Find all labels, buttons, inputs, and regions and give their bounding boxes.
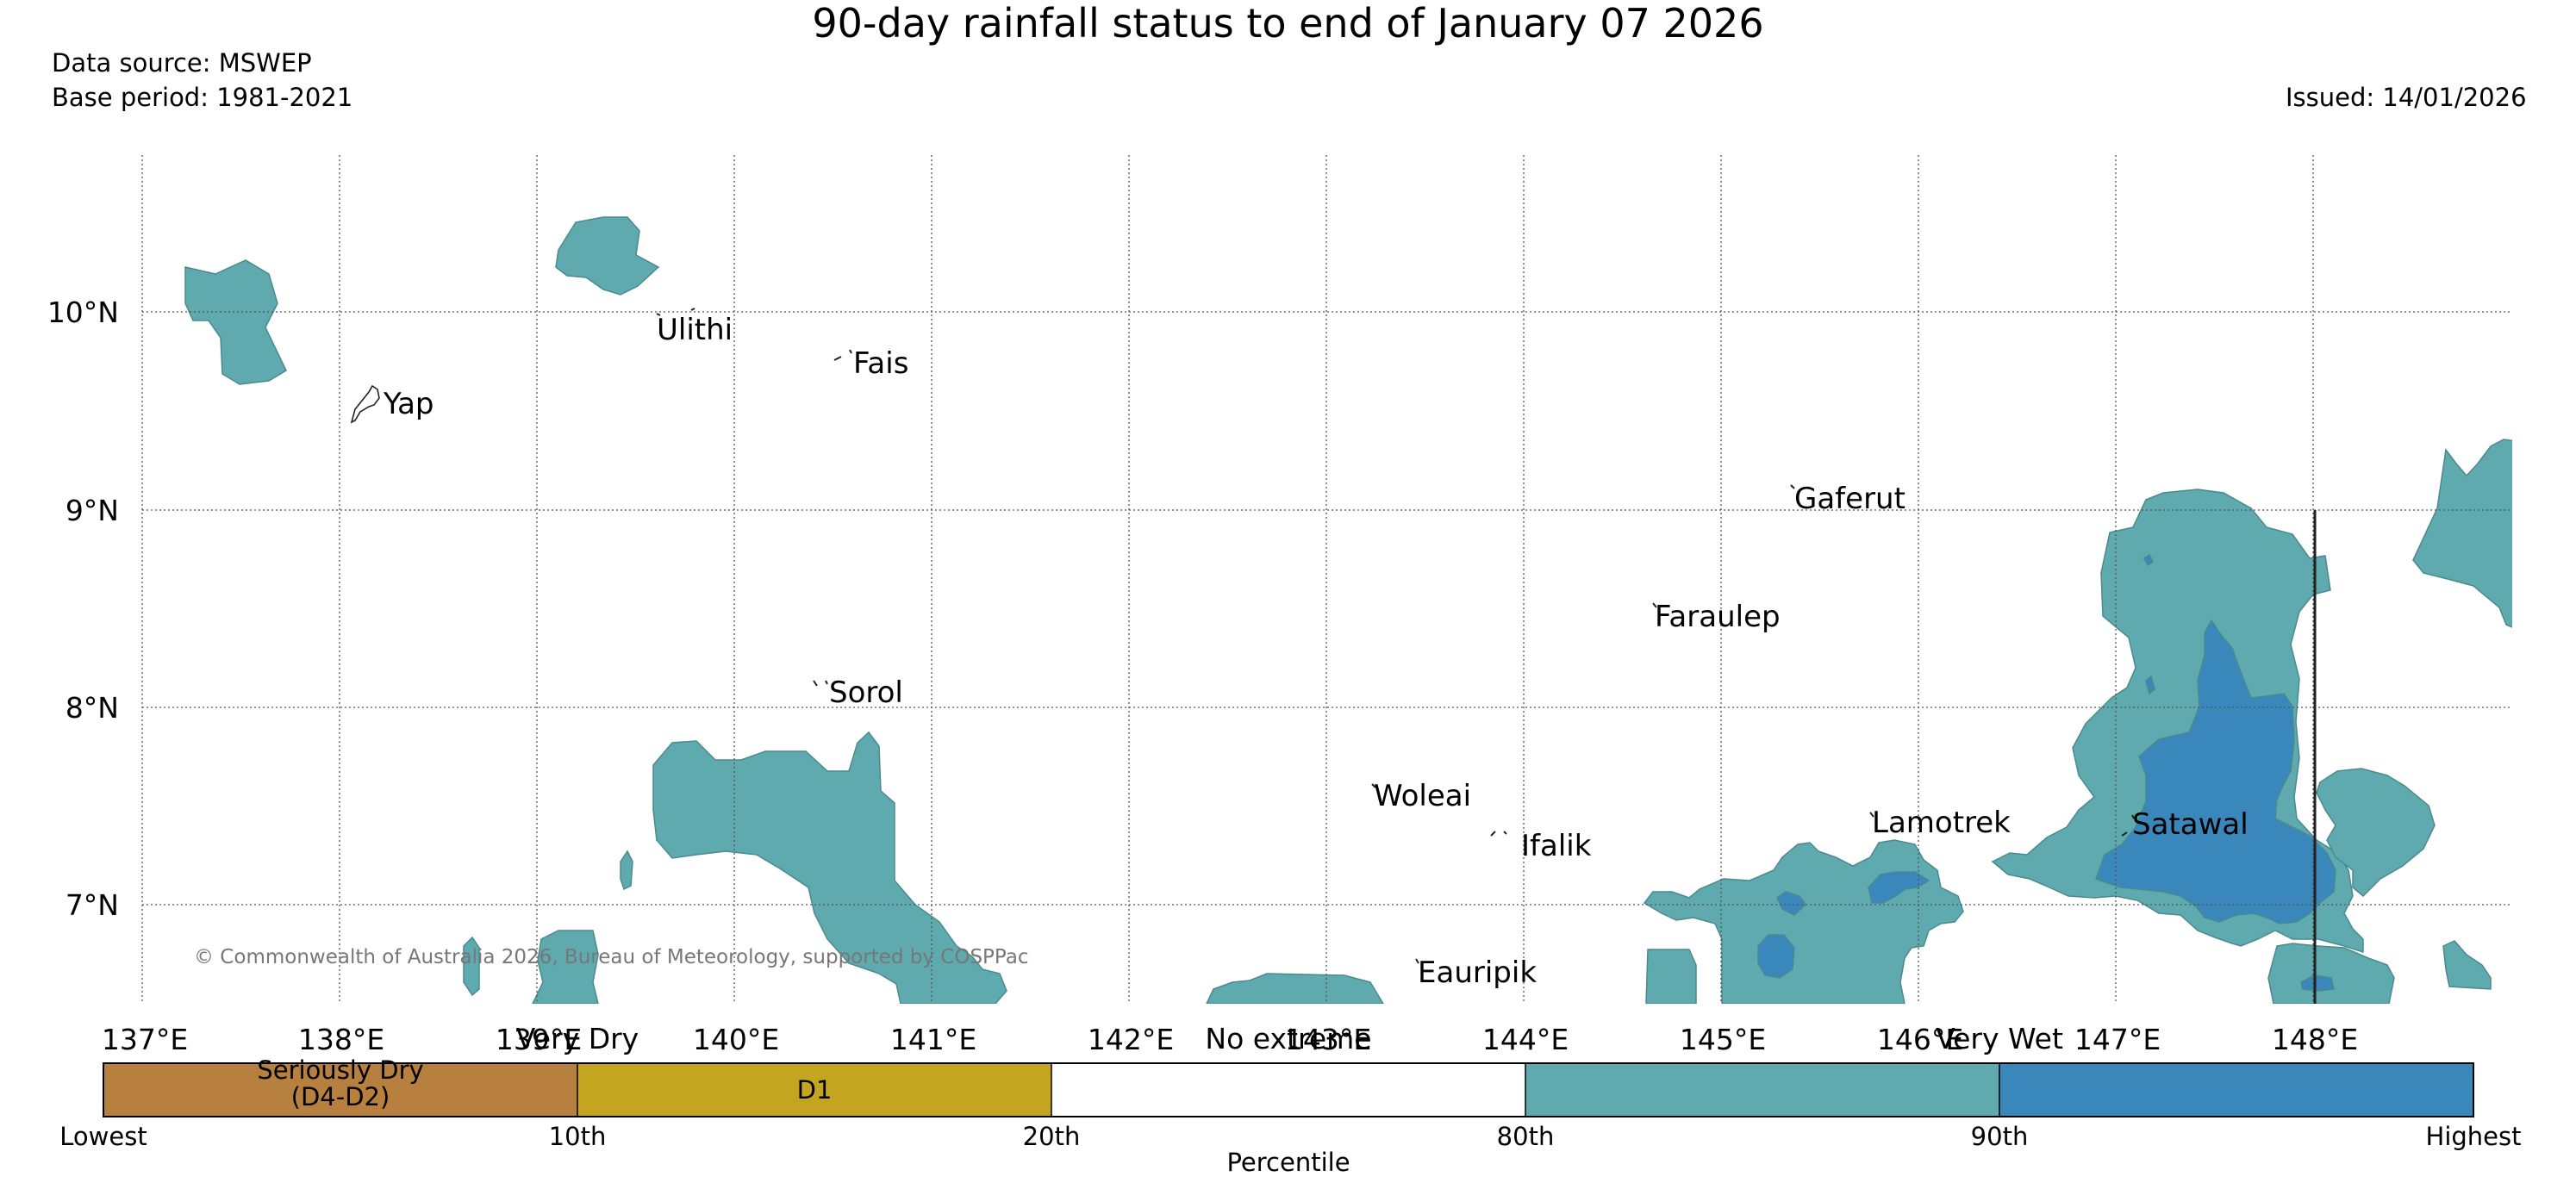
eauripik-marker xyxy=(1415,958,1419,964)
wet-region-small-2 xyxy=(463,936,480,997)
gaferut-marker xyxy=(1790,484,1795,489)
base-period-text: Base period: 1981-2021 xyxy=(52,83,353,112)
legend-segment-very-wet xyxy=(1999,1063,2473,1117)
ifalik-marker xyxy=(1490,831,1507,837)
lat-label-8: 8°N xyxy=(65,691,119,725)
lat-label-7: 7°N xyxy=(65,888,119,922)
data-source-text: Data source: MSWEP xyxy=(52,48,312,78)
island-label-woleai: Woleai xyxy=(1374,779,1471,813)
lon-label-140: 140°E xyxy=(693,1023,779,1056)
legend-text-seriously-dry-line2: (D4-D2) xyxy=(290,1082,390,1111)
satawal-marker xyxy=(2121,814,2135,837)
lon-label-139: 139°E xyxy=(496,1023,582,1056)
wet-region-east-1 xyxy=(2316,768,2436,898)
legend-text-seriously-dry: Seriously Dry (D4-D2) xyxy=(257,1057,423,1111)
page-title: 90-day rainfall status to end of January… xyxy=(812,0,1764,47)
lon-label-143: 143°E xyxy=(1285,1023,1371,1056)
wet-region-east-3 xyxy=(2442,940,2492,990)
lamotrek-marker xyxy=(1869,812,1874,818)
wet-region-small-4 xyxy=(1645,949,1697,1004)
island-label-satawal: Satawal xyxy=(2132,807,2249,842)
island-label-faraulep: Faraulep xyxy=(1655,600,1781,634)
wet-region-east-2 xyxy=(2267,943,2395,1004)
lon-label-147: 147°E xyxy=(2074,1023,2161,1056)
island-label-lamotrek: Lamotrek xyxy=(1872,806,2011,840)
legend-segment-d1 xyxy=(577,1063,1051,1117)
island-label-yap: Yap xyxy=(383,387,434,421)
legend-tick-20th: 20th xyxy=(1022,1122,1081,1151)
lon-label-141: 141°E xyxy=(890,1023,976,1056)
legend-category-very-dry: Very Dry xyxy=(515,1022,639,1055)
island-label-eauripik: Eauripik xyxy=(1418,956,1537,990)
wet-region-small-1 xyxy=(620,850,633,891)
legend-segment-no-extreme xyxy=(1051,1063,1525,1117)
island-label-sorol: Sorol xyxy=(829,675,903,710)
island-label-ulithi: Ulithi xyxy=(657,313,733,347)
legend-tick-90th: 90th xyxy=(1970,1122,2029,1151)
wet-region-nw xyxy=(184,259,287,385)
legend-segment-wet xyxy=(1525,1063,1999,1117)
lon-label-145: 145°E xyxy=(1680,1023,1766,1056)
legend-border xyxy=(103,1062,2474,1117)
legend-axis-title: Percentile xyxy=(1226,1148,1350,1177)
lon-label-138: 138°E xyxy=(298,1023,384,1056)
legend-category-no-extreme: No extreme xyxy=(1205,1022,1372,1055)
lon-label-146: 146°E xyxy=(1877,1023,1963,1056)
island-markers xyxy=(656,308,2135,964)
wet-region-small-3 xyxy=(532,930,599,1004)
legend-tick-highest: Highest xyxy=(2425,1122,2522,1151)
wet-region-central-west xyxy=(652,731,1007,1004)
wet-region-ulithi-north xyxy=(555,216,660,296)
island-label-gaferut: Gaferut xyxy=(1794,482,1905,516)
woleai-marker xyxy=(1371,783,1376,788)
lon-label-137: 137°E xyxy=(102,1023,188,1056)
faraulep-marker xyxy=(1652,602,1657,608)
very-wet-region-dot-2 xyxy=(2145,675,2155,695)
very-wet-region-lamotrek-1 xyxy=(1868,871,1930,904)
island-label-ifalik: Ifalik xyxy=(1521,829,1592,863)
legend-tick-80th: 80th xyxy=(1496,1122,1555,1151)
yap-island-outline xyxy=(350,384,380,424)
copyright-text: © Commonwealth of Australia 2026, Bureau… xyxy=(194,946,1029,968)
lon-label-144: 144°E xyxy=(1482,1023,1569,1056)
lat-label-9: 9°N xyxy=(65,494,119,527)
issued-date-text: Issued: 14/01/2026 xyxy=(2286,83,2527,112)
very-wet-region-dot-1 xyxy=(2143,553,2154,567)
legend-segment-seriously-dry xyxy=(103,1063,577,1117)
legend-tick-10th: 10th xyxy=(548,1122,607,1151)
legend-tick-lowest: Lowest xyxy=(59,1122,147,1151)
legend-category-very-wet: Very Wet xyxy=(1936,1022,2063,1055)
legend-colorbar xyxy=(103,1062,2474,1117)
sorol-marker xyxy=(813,680,828,687)
rainfall-regions xyxy=(184,216,2512,1004)
legend-text-d1: D1 xyxy=(796,1075,833,1105)
wet-region-south-center xyxy=(1206,973,1384,1004)
legend-text-seriously-dry-line1: Seriously Dry xyxy=(257,1055,424,1085)
lon-label-142: 142°E xyxy=(1088,1023,1174,1056)
very-wet-region-lamotrek-3 xyxy=(1757,934,1795,979)
lon-label-148: 148°E xyxy=(2272,1023,2358,1056)
fais-marker xyxy=(833,349,852,361)
island-label-fais: Fais xyxy=(853,346,908,381)
ulithi-marker xyxy=(656,308,695,316)
map-grid xyxy=(141,155,2512,1004)
lat-label-10: 10°N xyxy=(47,296,119,329)
very-wet-region-satawal xyxy=(2095,619,2336,924)
wet-region-east-4 xyxy=(2412,439,2512,628)
